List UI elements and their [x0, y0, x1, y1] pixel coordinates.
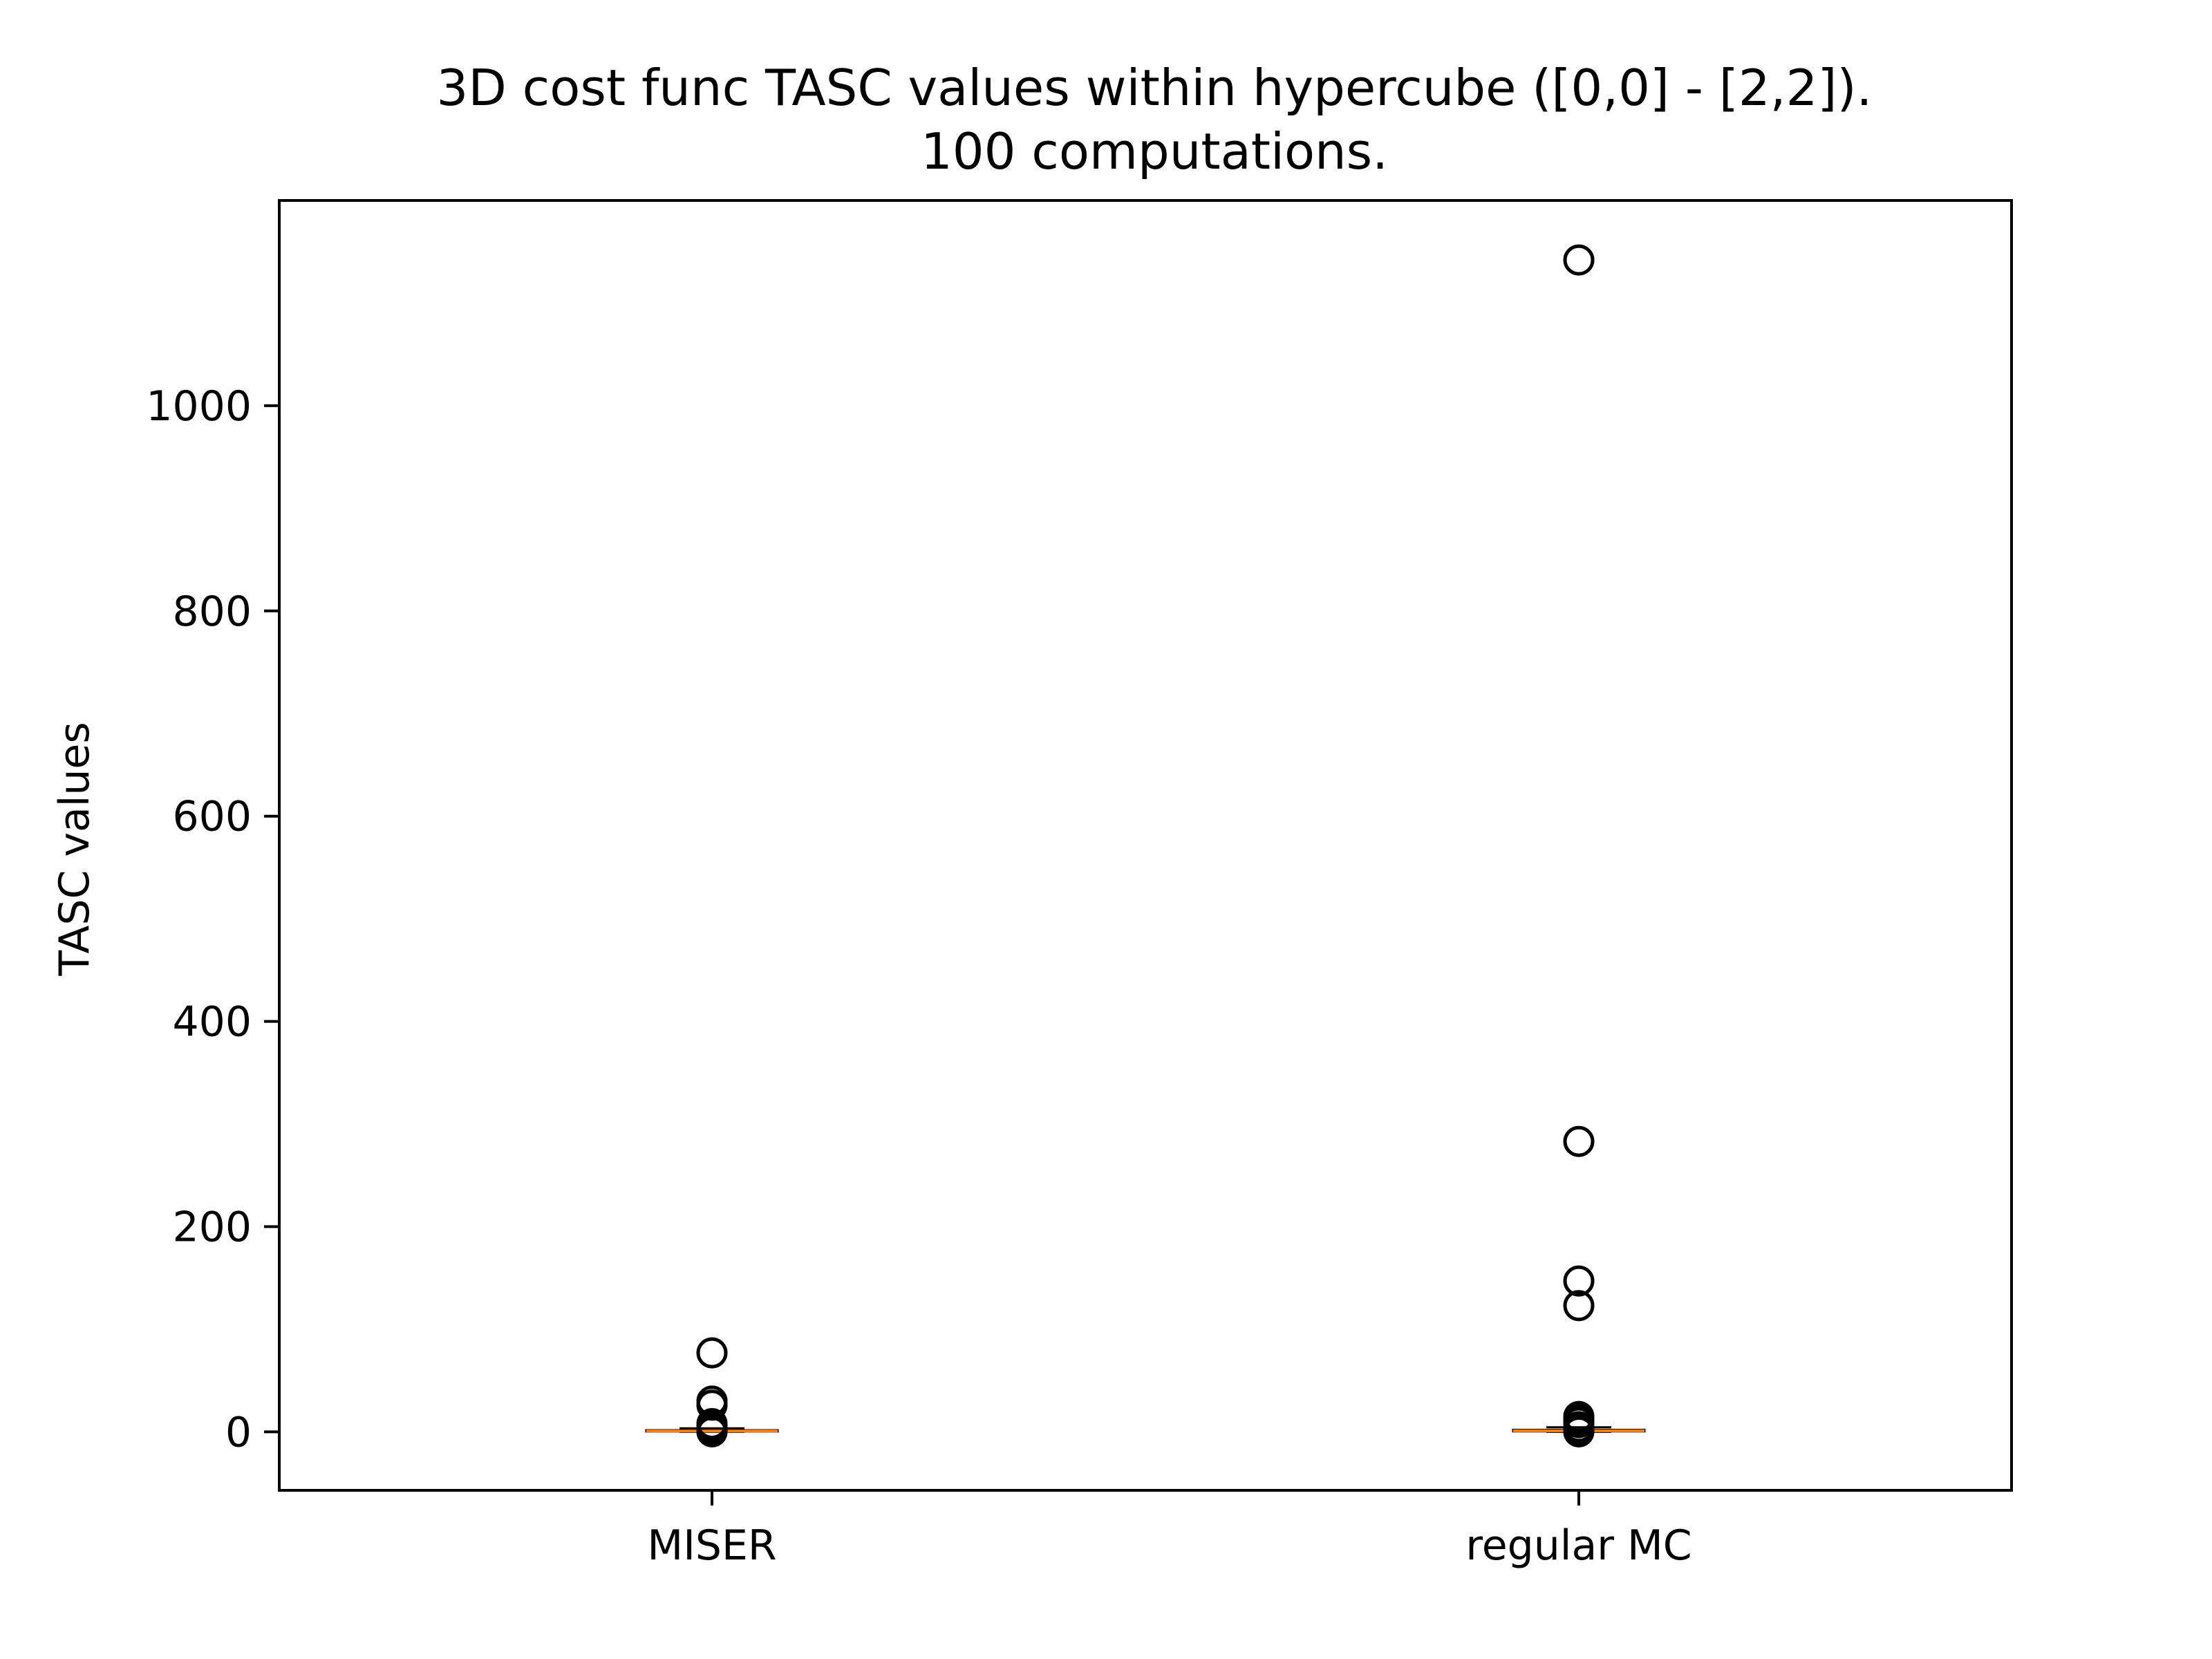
- y-tick-label: 200: [172, 1203, 252, 1251]
- outlier-point: [1563, 1416, 1595, 1447]
- outlier-point: [1563, 1290, 1595, 1322]
- plot-area: [645, 244, 1646, 1447]
- y-tick-label: 400: [172, 998, 252, 1047]
- y-tick-label: 600: [172, 793, 252, 841]
- outlier-point: [696, 1416, 728, 1447]
- y-tick-label: 800: [172, 588, 252, 636]
- y-axis: 0 200 400 600 800 1000: [146, 382, 279, 1456]
- x-tick-label: regular MC: [1465, 1521, 1691, 1570]
- outlier-point: [1563, 1265, 1595, 1297]
- box-miser: [645, 1337, 779, 1447]
- outlier-point: [1563, 1125, 1595, 1157]
- plot-frame: [278, 199, 2013, 1492]
- y-tick-label: 0: [225, 1408, 252, 1456]
- x-tick-label: MISER: [647, 1521, 776, 1570]
- y-tick-label: 1000: [146, 382, 252, 431]
- chart-title-line-1: 3D cost func TASC values within hypercub…: [437, 59, 1873, 117]
- outlier-point: [696, 1337, 728, 1369]
- chart-title-line-2: 100 computations.: [921, 122, 1388, 180]
- x-axis: MISER regular MC: [647, 1490, 1692, 1570]
- outlier-point: [1563, 244, 1595, 276]
- box-regular-mc: [1512, 244, 1646, 1447]
- y-axis-label: TASC values: [50, 722, 99, 976]
